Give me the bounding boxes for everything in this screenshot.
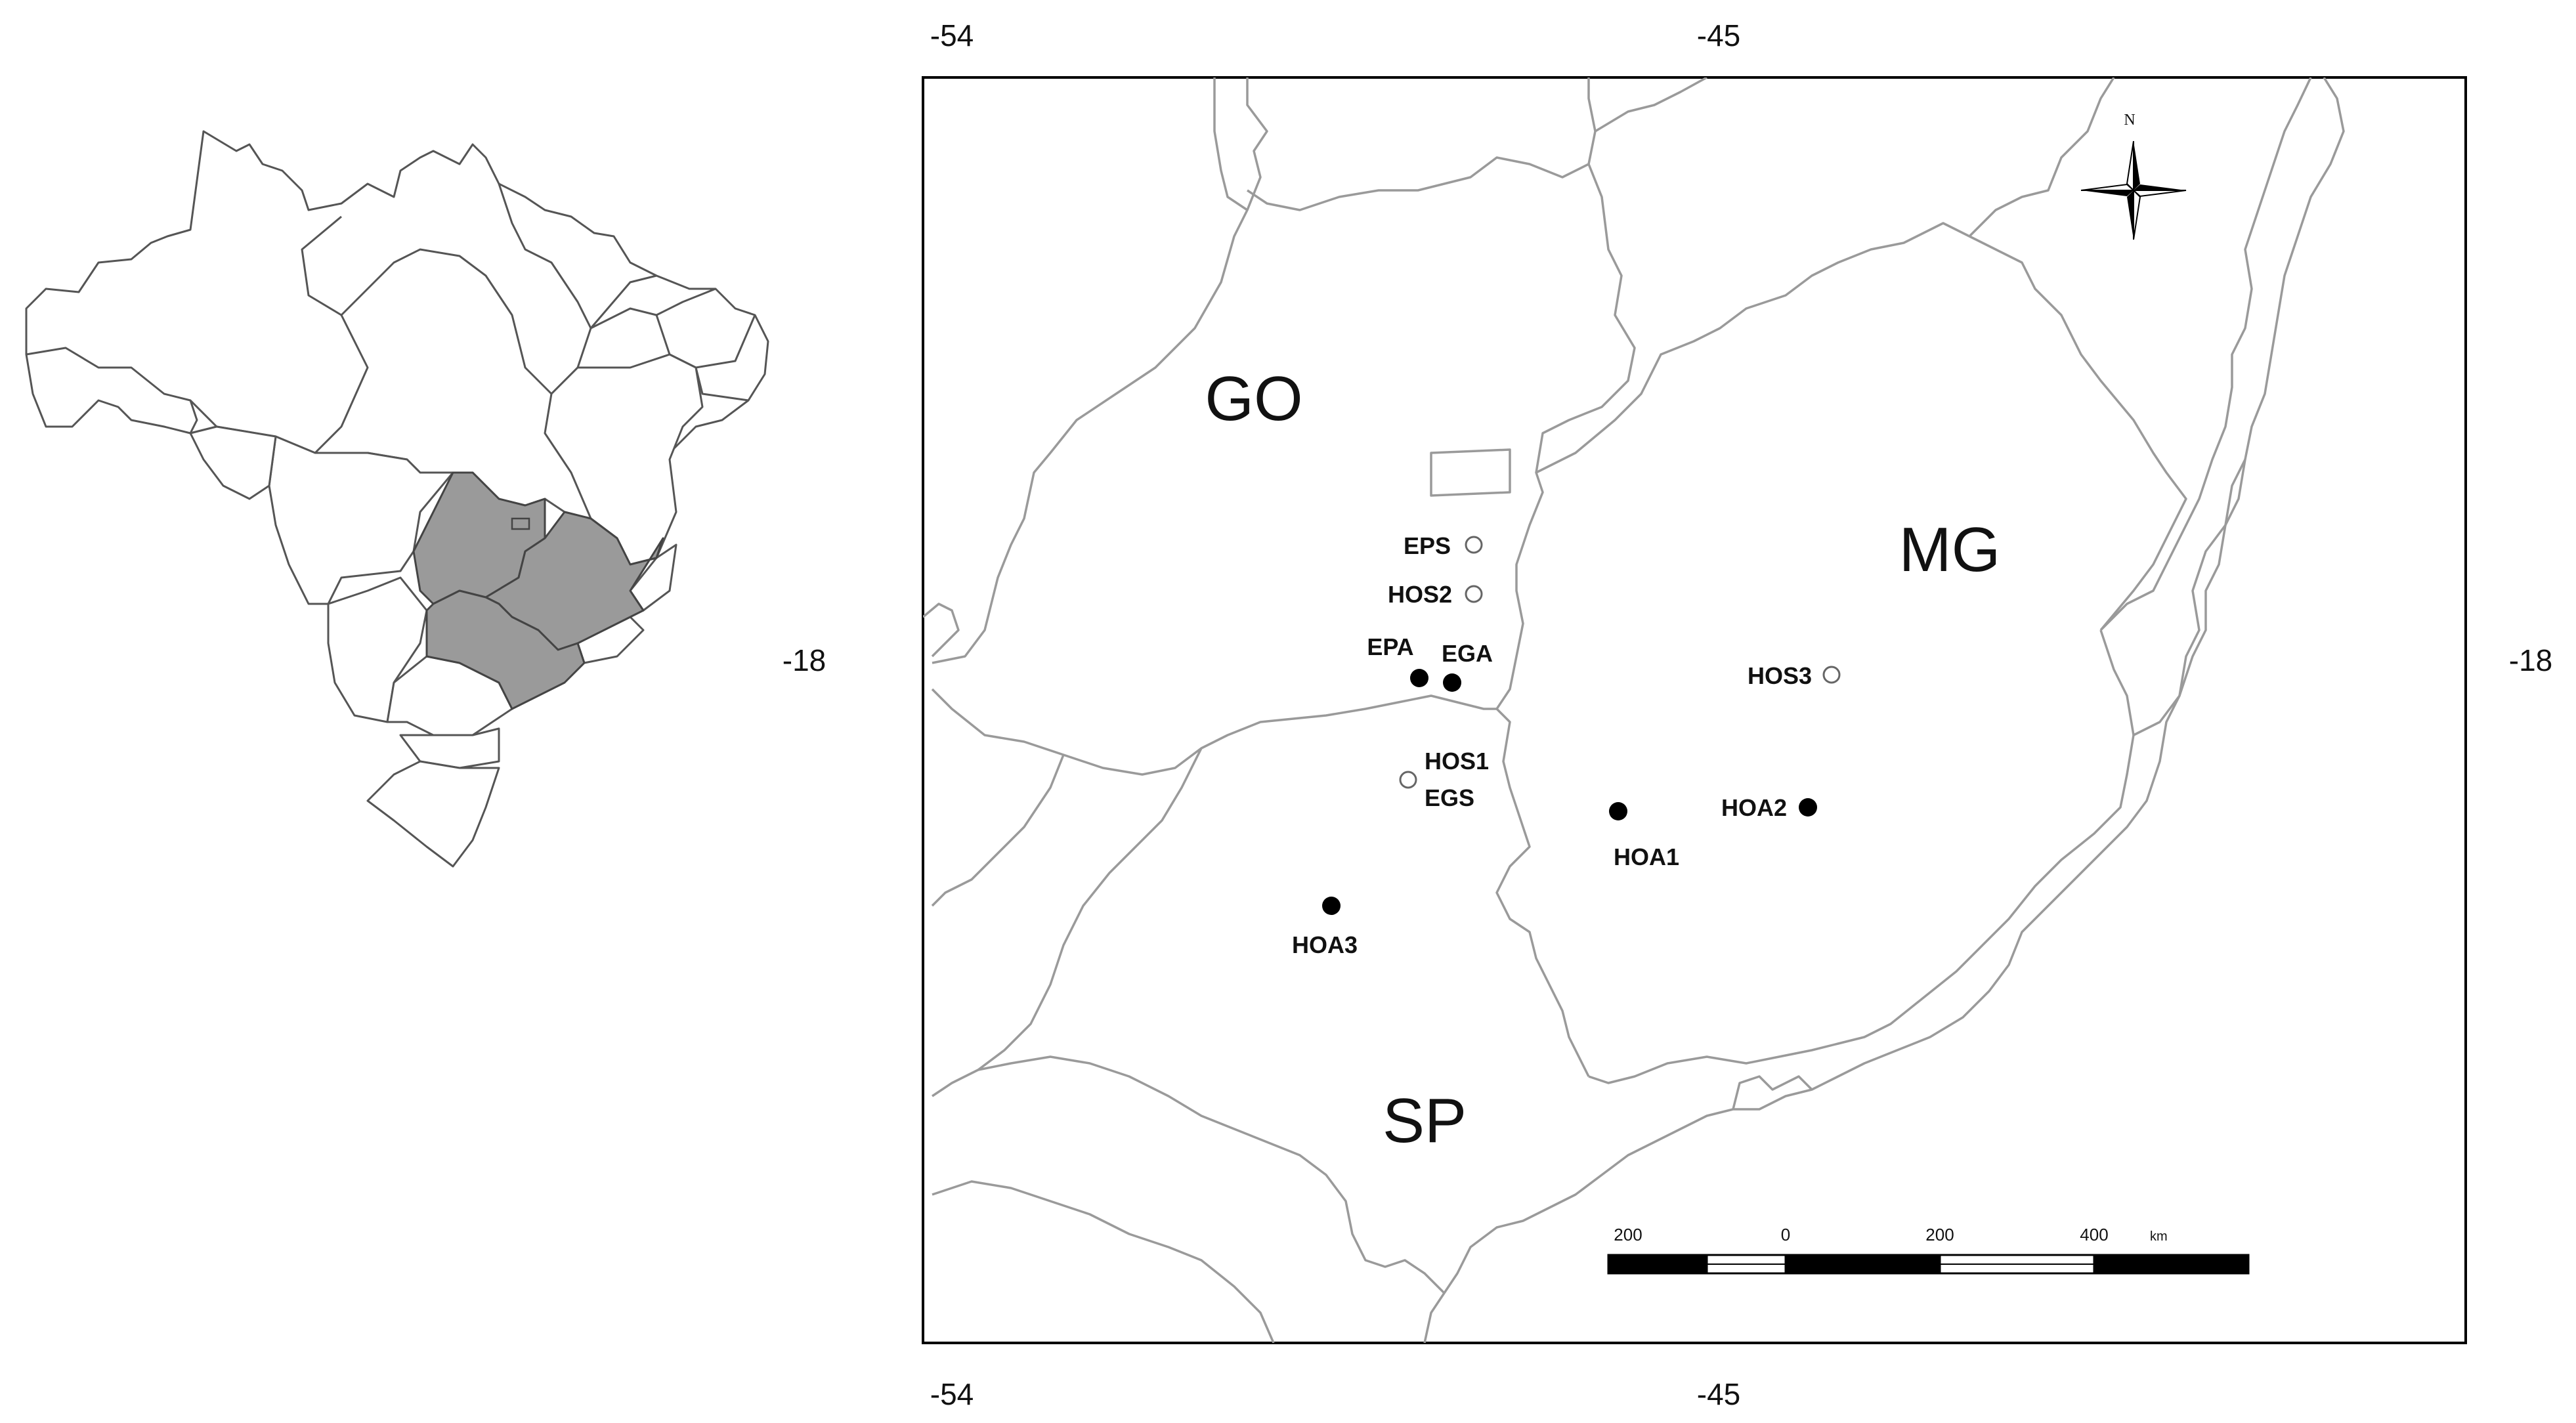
site-label-egs: EGS <box>1425 784 1474 811</box>
site-marker-hoa1 <box>1609 802 1627 820</box>
inset-state-ba <box>544 353 704 566</box>
coastline-east <box>1423 77 2345 1343</box>
site-marker-hos3 <box>1822 666 1841 684</box>
border-es <box>2099 77 2312 631</box>
border-df <box>1430 448 1511 497</box>
site-label-hoa2: HOA2 <box>1721 794 1787 821</box>
state-label-go: GO <box>1205 364 1302 434</box>
border-go-north <box>1247 77 1597 211</box>
site-label-hos1: HOS1 <box>1425 748 1489 775</box>
inset-border-2 <box>301 215 342 316</box>
site-label-hoa1: HOA1 <box>1614 843 1679 870</box>
inset-state-mt <box>268 435 454 605</box>
scale-unit: km <box>2150 1229 2168 1244</box>
map-frame <box>922 76 2467 1344</box>
coord-bottom-left: -54 <box>930 1377 974 1411</box>
scale-tick-0: 0 <box>1781 1225 1790 1244</box>
north-label: N <box>2124 112 2135 129</box>
inset-state-ro <box>189 425 277 500</box>
coord-top-right: -45 <box>1697 18 1740 53</box>
site-marker-epa <box>1410 669 1428 687</box>
border-rj <box>1732 1075 1813 1110</box>
border-sp-south <box>977 1055 1446 1294</box>
scale-tick-200: 200 <box>1925 1225 1954 1244</box>
site-marker-hoa3 <box>1322 897 1341 915</box>
border-misc-top <box>1213 77 1248 211</box>
inset-df-outline <box>511 517 530 530</box>
scale-tick-200-left: 200 <box>1614 1225 1642 1244</box>
main-map: GO MG SP EPS HOS2 EPA EGA HOS3 HOS1 EGS … <box>922 76 2467 1344</box>
site-marker-hos1 <box>1399 771 1417 789</box>
coord-left: -18 <box>783 643 826 677</box>
border-es-south <box>2133 459 2246 736</box>
border-misc-left <box>923 603 960 658</box>
site-marker-eps <box>1465 536 1483 554</box>
site-marker-ega <box>1443 673 1461 692</box>
site-marker-hoa2 <box>1799 798 1817 817</box>
inset-state-rs <box>366 760 500 868</box>
border-sp-ms <box>931 754 1065 907</box>
site-label-hoa3: HOA3 <box>1292 931 1358 958</box>
border-go-east <box>1495 163 1636 710</box>
state-borders <box>923 77 2345 1343</box>
site-label-hos3: HOS3 <box>1748 662 1812 689</box>
north-arrow-icon: N <box>2080 112 2187 240</box>
border-mg-east <box>1588 629 2135 1084</box>
inset-border-1 <box>314 248 657 454</box>
coord-top-left: -54 <box>930 18 974 53</box>
border-go-south <box>931 688 1497 776</box>
scale-tick-400: 400 <box>2080 1225 2108 1244</box>
site-label-eps: EPS <box>1404 532 1451 559</box>
inset-state-sc <box>399 727 500 769</box>
border-go <box>932 77 1268 664</box>
border-pr-sc <box>932 1180 1275 1343</box>
site-label-ega: EGA <box>1442 640 1493 667</box>
border-misc-ba <box>1595 77 2115 238</box>
inset-highlight-sp <box>425 589 586 710</box>
scale-bar: 200 0 200 400 km <box>1607 1225 2250 1275</box>
inset-brazil-map <box>25 130 769 868</box>
inset-border-3 <box>498 183 592 329</box>
site-label-hos2: HOS2 <box>1388 581 1452 608</box>
coord-right: -18 <box>2509 643 2552 677</box>
coord-bottom-right: -45 <box>1697 1377 1740 1411</box>
state-label-sp: SP <box>1383 1086 1467 1156</box>
border-sp-west <box>932 748 1203 1097</box>
border-mg-north <box>1535 222 2187 631</box>
state-label-mg: MG <box>1899 515 2001 585</box>
border-mg-sp <box>1495 708 1590 1077</box>
site-label-epa: EPA <box>1367 633 1413 660</box>
sampling-sites: EPS HOS2 EPA EGA HOS3 HOS1 EGS HOA1 HOA2… <box>1292 532 1841 958</box>
site-marker-hos2 <box>1465 585 1483 603</box>
